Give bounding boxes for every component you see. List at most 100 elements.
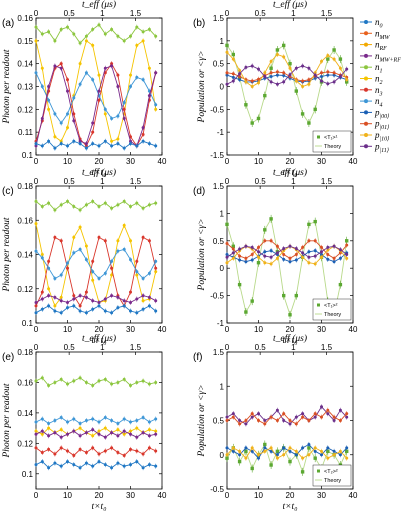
y-axis-label: Photon per readout	[2, 49, 12, 124]
data-point	[225, 419, 229, 422]
data-point	[129, 205, 132, 209]
data-point	[269, 449, 273, 453]
data-point	[231, 251, 235, 255]
data-point	[59, 62, 63, 66]
data-point	[275, 82, 279, 86]
data-point	[53, 235, 57, 239]
series-p11	[225, 404, 349, 427]
data-point	[154, 71, 158, 75]
data-point	[301, 412, 305, 416]
data-point	[141, 299, 145, 303]
data-point	[294, 415, 298, 419]
data-point	[275, 73, 279, 77]
data-point	[313, 254, 317, 258]
data-point	[313, 412, 317, 416]
data-point	[34, 222, 38, 226]
data-point	[332, 419, 336, 422]
data-point	[116, 114, 120, 118]
series-n1	[34, 375, 158, 388]
data-point	[338, 66, 342, 70]
data-point	[231, 75, 235, 79]
top-tick-label: 0	[34, 343, 39, 352]
data-point	[66, 432, 69, 436]
panel-legend: <T₁>² Theory	[312, 298, 352, 321]
panels-group: 0 10 20 30 400 0.5 1 1.50.10.110.120.130.140.15…	[2, 0, 358, 512]
data-point	[135, 273, 139, 277]
data-point	[78, 309, 82, 313]
data-point	[66, 199, 69, 203]
data-point	[122, 417, 126, 421]
series-line	[35, 72, 157, 124]
data-point	[147, 304, 151, 308]
data-point	[110, 294, 114, 298]
data-point	[231, 449, 235, 453]
data-point	[332, 71, 336, 75]
data-point	[84, 295, 88, 299]
y-axis-label: Photon per readout	[2, 217, 12, 292]
data-point	[103, 297, 107, 301]
x-tick-label: 30	[317, 157, 326, 166]
data-point	[129, 85, 132, 88]
data-point	[238, 258, 242, 262]
data-point	[40, 85, 44, 88]
data-point	[326, 412, 330, 416]
data-point	[47, 304, 51, 308]
legend-marker	[364, 133, 368, 137]
data-point	[275, 408, 279, 412]
data-point	[244, 446, 248, 450]
data-point	[110, 144, 114, 148]
data-point	[66, 126, 69, 130]
top-axis-label: t_eff (μs)	[273, 0, 307, 10]
y-axis-label: Population or <γ>	[197, 219, 207, 292]
data-point	[307, 78, 311, 82]
y-tick-label: 0.15	[17, 37, 33, 46]
x-tick-label: 20	[95, 325, 104, 334]
legend-main: n	[375, 40, 380, 50]
data-point	[345, 67, 349, 71]
top-tick-label: 0.5	[255, 9, 267, 18]
data-point	[47, 259, 51, 263]
data-point	[332, 80, 336, 84]
legend-item-n1: n1	[360, 62, 383, 75]
data-point	[288, 244, 292, 248]
top-tick-label: 1.5	[321, 343, 333, 352]
data-point	[40, 460, 44, 464]
top-tick-label: 0.5	[255, 177, 267, 186]
data-point	[320, 74, 323, 78]
data-point	[338, 449, 342, 453]
data-point	[237, 459, 242, 464]
y-tick-label: 0.5	[213, 237, 225, 246]
data-point	[244, 244, 248, 248]
data-point	[326, 408, 330, 412]
legend-marker	[364, 42, 368, 47]
data-point	[345, 449, 349, 454]
y-tick-label: 1	[220, 37, 225, 46]
data-point	[275, 419, 279, 422]
data-point	[257, 250, 260, 254]
data-point	[135, 449, 139, 453]
data-point	[40, 256, 44, 260]
data-point	[53, 146, 57, 150]
data-point	[275, 449, 280, 454]
legend-sub: 1	[380, 69, 383, 75]
data-point	[122, 116, 126, 120]
data-point	[129, 34, 132, 38]
data-point	[66, 89, 69, 93]
data-point	[257, 412, 260, 416]
data-point	[288, 449, 292, 453]
data-point	[103, 377, 107, 381]
data-point	[103, 66, 107, 70]
data-point	[257, 77, 260, 81]
data-point	[320, 79, 323, 83]
data-point	[225, 456, 229, 460]
data-point	[326, 57, 330, 61]
data-point	[72, 304, 76, 308]
data-point	[332, 244, 336, 248]
data-point	[129, 290, 132, 294]
y-axis-label: Population or <γ>	[197, 385, 207, 458]
data-point	[282, 55, 286, 59]
data-point	[78, 82, 82, 86]
data-point	[154, 34, 158, 38]
data-point	[122, 377, 126, 381]
x-tick-label: 30	[126, 325, 135, 334]
